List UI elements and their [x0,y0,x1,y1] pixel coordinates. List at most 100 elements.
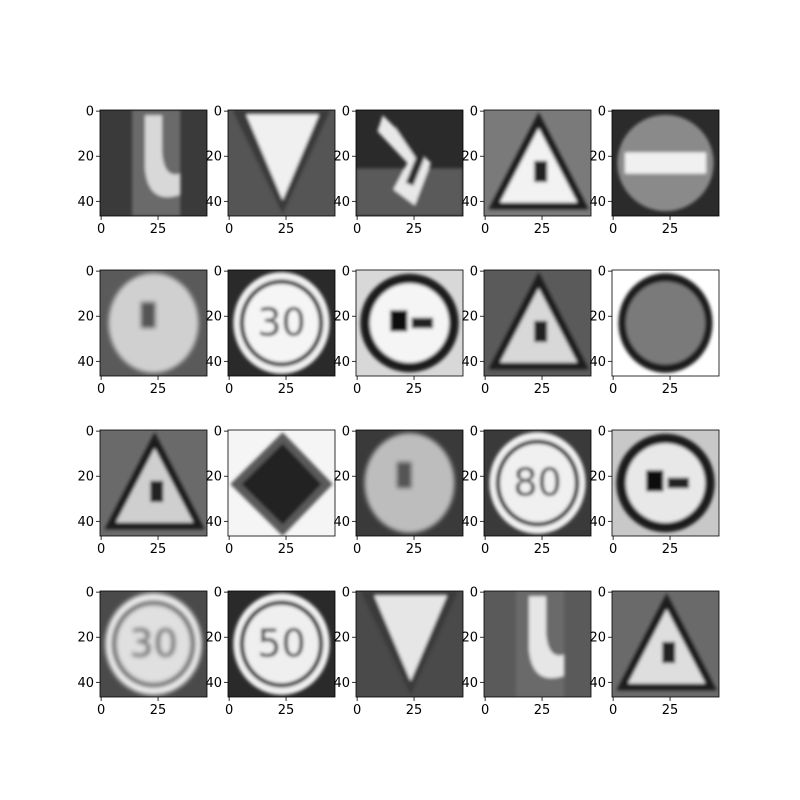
sign-content [616,593,717,691]
x-tick-label: 0 [97,382,105,397]
image-panel: 0 25 0 20 40 [205,425,336,557]
y-tick-label: 20 [461,470,478,485]
image-panel: 0 25 0 20 40 [205,105,336,237]
x-tick-label: 0 [481,382,489,397]
y-tick-label: 20 [589,470,606,485]
y-tick-label: 40 [333,195,350,210]
y-tick-label: 20 [589,310,606,325]
axes-frame [355,109,464,217]
image-panel: 0 25 0 20 40 [589,586,720,718]
y-tick-label: 40 [461,195,478,210]
y-tick-label: 0 [86,586,94,601]
sign-content: 80 [489,432,586,534]
sign-content [618,273,713,373]
y-tick-label: 40 [333,676,350,691]
y-tick-label: 40 [77,355,94,370]
y-tick-label: 40 [77,515,94,530]
axes-frame [611,109,720,217]
y-tick-label: 20 [333,310,350,325]
axes-frame [355,429,464,537]
x-tick-label: 25 [534,542,551,557]
x-tick-label: 25 [406,542,423,557]
x-tick-label: 0 [609,703,617,718]
x-tick-label: 0 [353,382,361,397]
y-tick-label: 40 [77,195,94,210]
sign-content: 50 [233,593,330,695]
x-tick-label: 25 [406,382,423,397]
image-panel: 0 25 0 20 40 [333,425,464,557]
sign-content [232,110,331,214]
x-tick-label: 0 [353,222,361,237]
x-tick-label: 0 [225,222,233,237]
y-tick-label: 40 [205,676,222,691]
y-tick-label: 0 [214,265,222,280]
x-tick-label: 25 [150,542,167,557]
x-tick-label: 25 [534,382,551,397]
x-tick-label: 25 [662,382,679,397]
y-tick-label: 0 [342,265,350,280]
axes-frame [99,269,208,377]
axes-frame [355,590,464,698]
axes-frame [355,269,464,377]
y-tick-label: 20 [461,310,478,325]
sign-number: 50 [257,622,306,666]
x-tick-label: 0 [353,703,361,718]
image-panel: 30 0 25 0 20 40 [205,265,336,397]
y-tick-label: 40 [589,515,606,530]
y-tick-label: 0 [598,105,606,120]
sign-content [356,115,463,216]
image-panel: 0 25 0 20 40 [461,265,592,397]
image-panel: 0 25 0 20 40 [333,265,464,397]
axes-frame [611,429,720,537]
y-tick-label: 40 [589,195,606,210]
x-tick-label: 25 [150,382,167,397]
x-tick-label: 25 [406,222,423,237]
y-tick-label: 40 [461,676,478,691]
x-tick-label: 25 [534,703,551,718]
x-tick-label: 0 [609,542,617,557]
sign-content: 30 [105,593,202,695]
y-tick-label: 0 [470,425,478,440]
y-tick-label: 0 [598,265,606,280]
y-tick-label: 0 [214,425,222,440]
y-tick-label: 0 [214,105,222,120]
y-tick-label: 40 [333,515,350,530]
axes-frame [611,269,720,377]
x-tick-label: 0 [609,222,617,237]
y-tick-label: 20 [205,470,222,485]
image-panel: 0 25 0 20 40 [589,105,720,237]
sign-content [230,432,333,536]
y-tick-label: 40 [461,355,478,370]
image-panel: 0 25 0 20 40 [77,265,208,397]
sign-content [108,273,199,373]
axes-frame [227,269,336,377]
sign-content [104,432,205,530]
axes-frame [99,109,208,217]
x-tick-label: 25 [662,222,679,237]
x-tick-label: 25 [406,703,423,718]
x-tick-label: 0 [481,703,489,718]
axes-frame [227,109,336,217]
x-tick-label: 0 [225,703,233,718]
y-tick-label: 20 [333,631,350,646]
y-tick-label: 40 [205,515,222,530]
y-tick-label: 20 [461,631,478,646]
y-tick-label: 40 [589,355,606,370]
y-tick-label: 20 [333,470,350,485]
x-tick-label: 25 [150,703,167,718]
y-tick-label: 20 [205,631,222,646]
image-panel: 0 25 0 20 40 [589,425,720,557]
x-tick-label: 25 [278,382,295,397]
sign-number: 80 [513,461,562,505]
image-panel: 50 0 25 0 20 40 [205,586,336,718]
sign-content [364,433,455,533]
y-tick-label: 0 [598,425,606,440]
axes-frame [611,590,720,698]
axes-frame [99,590,208,698]
axes-frame [227,429,336,537]
sign-content [132,110,181,216]
y-tick-label: 0 [470,265,478,280]
y-tick-label: 20 [77,310,94,325]
y-tick-label: 40 [333,355,350,370]
image-panel: 0 25 0 20 40 [77,425,208,557]
